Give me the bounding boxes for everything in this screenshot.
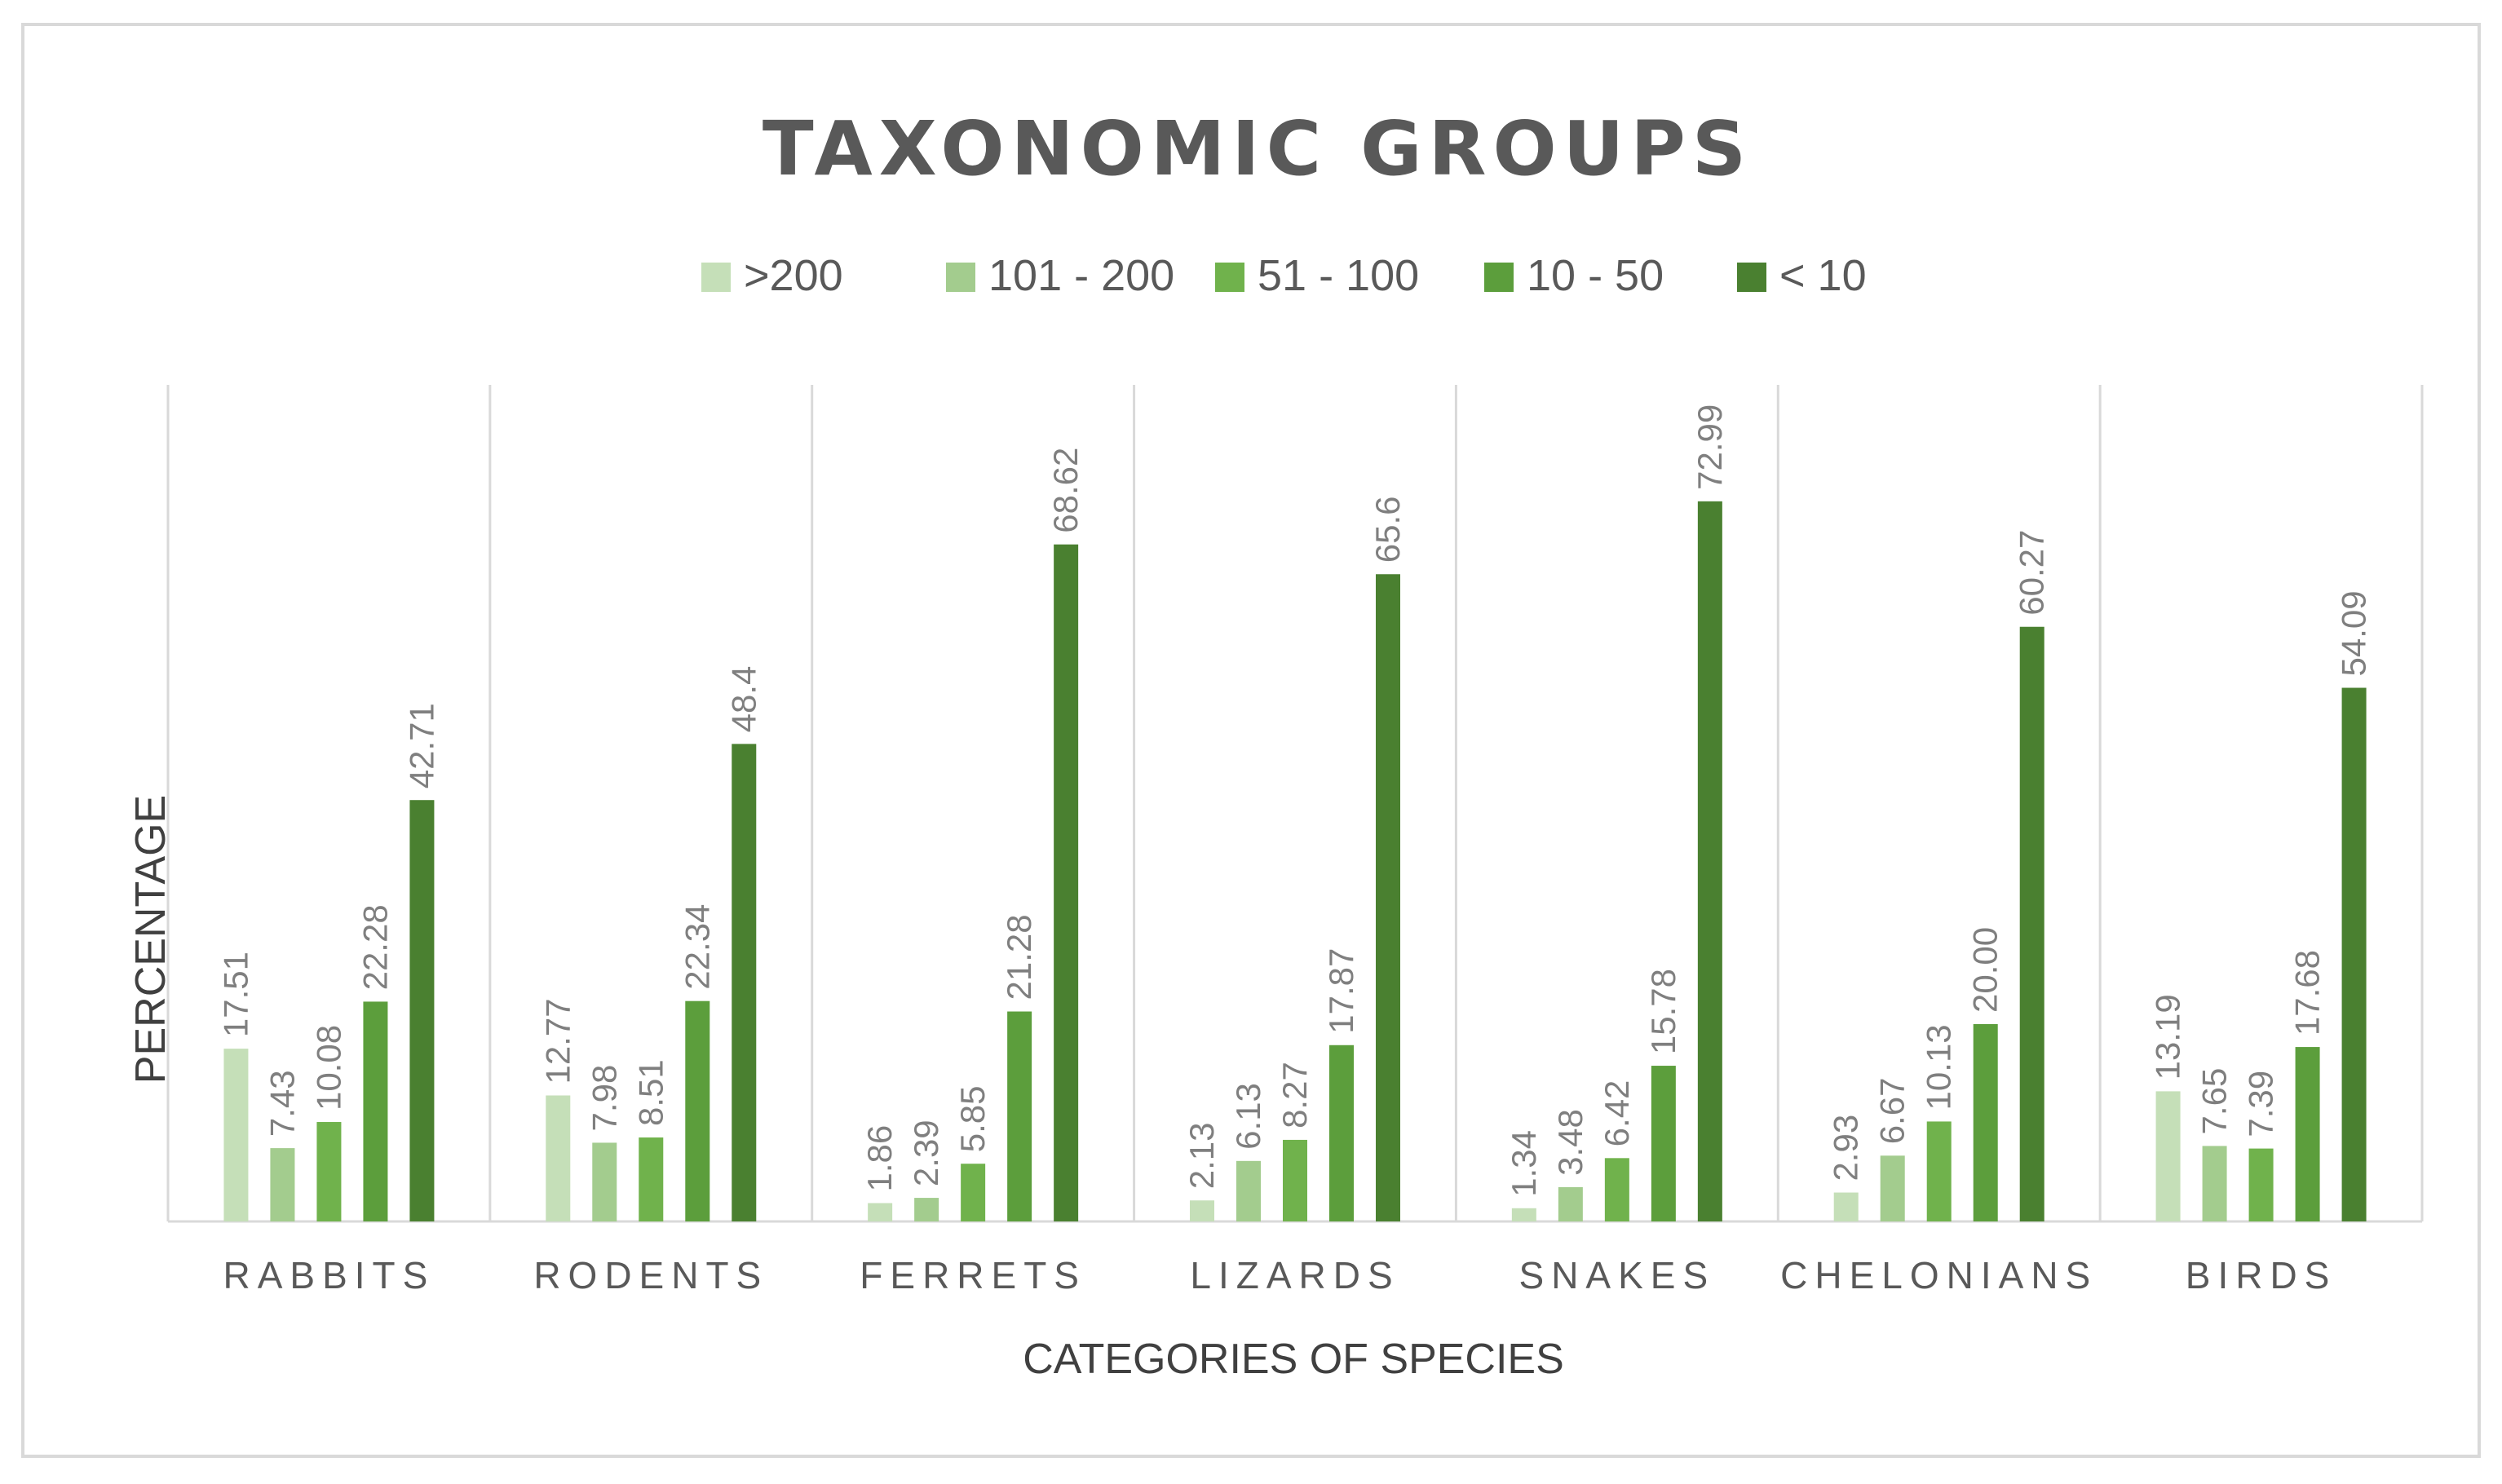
bar-rodents-series-2 xyxy=(592,1142,617,1221)
data-label: 2.39 xyxy=(907,1120,945,1186)
data-label: 48.4 xyxy=(724,666,763,733)
data-label: 68.62 xyxy=(1046,448,1085,533)
data-label: 7.39 xyxy=(2242,1071,2280,1137)
data-label: 1.34 xyxy=(1505,1130,1543,1197)
bar-ferrets-series-5 xyxy=(1054,544,1079,1221)
data-label: 6.13 xyxy=(1229,1083,1267,1150)
legend-label-4: 10 - 50 xyxy=(1527,251,1664,300)
category-label-birds: BIRDS xyxy=(2186,1254,2337,1296)
data-label: 2.93 xyxy=(1827,1115,1865,1181)
data-label: 65.6 xyxy=(1368,496,1407,563)
data-label: 5.85 xyxy=(953,1085,992,1152)
bar-snakes-series-1 xyxy=(1511,1208,1536,1221)
bar-rodents-series-3 xyxy=(639,1137,664,1221)
data-label: 13.19 xyxy=(2149,994,2187,1080)
bar-chelonians-series-1 xyxy=(1833,1192,1859,1221)
bar-rabbits-series-1 xyxy=(223,1049,249,1221)
legend-swatch-3 xyxy=(1215,263,1244,292)
data-label: 17.68 xyxy=(2288,950,2327,1036)
data-label: 10.08 xyxy=(309,1025,347,1111)
bar-lizards-series-4 xyxy=(1329,1045,1354,1221)
chart-frame: TAXONOMIC GROUPS >200 101 - 200 51 - 100 10… xyxy=(21,23,2481,1458)
bar-ferrets-series-3 xyxy=(961,1164,986,1221)
legend-swatch-1 xyxy=(701,263,731,292)
data-label: 3.48 xyxy=(1551,1109,1589,1176)
bar-rabbits-series-5 xyxy=(409,800,435,1221)
data-label: 22.34 xyxy=(678,904,716,990)
bar-ferrets-series-2 xyxy=(914,1198,939,1221)
bar-rodents-series-1 xyxy=(546,1095,571,1221)
y-axis-title: PERCENTAGE xyxy=(127,795,175,1084)
bar-lizards-series-5 xyxy=(1376,574,1400,1221)
bar-birds-series-5 xyxy=(2341,687,2367,1221)
data-label: 17.87 xyxy=(1322,948,1360,1034)
category-label-rodents: RODENTS xyxy=(533,1254,768,1296)
data-label: 8.27 xyxy=(1275,1062,1314,1128)
x-axis-title: CATEGORIES OF SPECIES xyxy=(1023,1336,1564,1383)
data-label: 10.13 xyxy=(1920,1024,1958,1110)
data-label: 42.71 xyxy=(402,703,440,788)
category-label-chelonians: CHELONIANS xyxy=(1780,1254,2098,1296)
bar-lizards-series-1 xyxy=(1190,1200,1214,1221)
legend-swatch-5 xyxy=(1737,263,1766,292)
bar-rabbits-series-3 xyxy=(316,1122,342,1221)
legend-label-1: >200 xyxy=(744,251,843,300)
bar-birds-series-2 xyxy=(2202,1146,2227,1221)
category-label-ferrets: FERRETS xyxy=(860,1254,1086,1296)
bar-snakes-series-5 xyxy=(1697,501,1722,1221)
data-label: 12.77 xyxy=(538,998,577,1084)
bar-chart: TAXONOMIC GROUPS >200 101 - 200 51 - 100 10… xyxy=(127,105,2424,1383)
bar-ferrets-series-4 xyxy=(1007,1011,1032,1221)
legend-swatch-2 xyxy=(946,263,975,292)
legend: >200 101 - 200 51 - 100 10 - 50 < 10 xyxy=(701,251,1867,300)
data-label: 54.09 xyxy=(2335,590,2373,676)
bar-birds-series-1 xyxy=(2155,1091,2181,1221)
legend-label-5: < 10 xyxy=(1779,251,1867,300)
data-label: 6.42 xyxy=(1598,1080,1636,1147)
bar-birds-series-4 xyxy=(2295,1047,2320,1221)
data-label: 22.28 xyxy=(356,904,394,990)
bar-rodents-series-4 xyxy=(685,1000,710,1221)
bar-birds-series-3 xyxy=(2248,1148,2274,1221)
bar-lizards-series-3 xyxy=(1283,1139,1307,1221)
data-label: 2.13 xyxy=(1182,1122,1221,1189)
bar-snakes-series-2 xyxy=(1558,1186,1583,1221)
category-label-snakes: SNAKES xyxy=(1519,1254,1716,1296)
legend-label-2: 101 - 200 xyxy=(988,251,1174,300)
data-label: 21.28 xyxy=(1000,914,1038,1000)
bar-ferrets-series-1 xyxy=(868,1203,893,1221)
data-label: 17.51 xyxy=(216,952,254,1037)
bar-chelonians-series-4 xyxy=(1973,1024,1998,1221)
bar-lizards-series-2 xyxy=(1236,1160,1261,1221)
data-label: 1.86 xyxy=(860,1125,899,1192)
data-label: 7.98 xyxy=(585,1065,623,1132)
bar-chelonians-series-3 xyxy=(1926,1121,1952,1221)
legend-label-3: 51 - 100 xyxy=(1258,251,1419,300)
bar-rabbits-series-4 xyxy=(363,1001,388,1221)
data-label: 20.00 xyxy=(1966,927,2005,1013)
bar-rodents-series-5 xyxy=(732,744,757,1221)
bar-snakes-series-3 xyxy=(1604,1158,1629,1221)
data-label: 8.51 xyxy=(631,1059,670,1126)
data-label: 7.43 xyxy=(263,1070,301,1137)
data-label: 6.67 xyxy=(1873,1078,1912,1145)
bar-chelonians-series-2 xyxy=(1880,1155,1905,1221)
bar-rabbits-series-2 xyxy=(270,1148,295,1221)
data-label: 60.27 xyxy=(2013,530,2051,616)
bar-snakes-series-4 xyxy=(1651,1066,1676,1221)
data-label: 72.99 xyxy=(1691,404,1729,490)
data-label: 15.78 xyxy=(1644,969,1682,1054)
category-label-rabbits: RABBITS xyxy=(223,1254,435,1296)
category-label-lizards: LIZARDS xyxy=(1190,1254,1399,1296)
data-label: 7.65 xyxy=(2195,1068,2234,1135)
legend-swatch-4 xyxy=(1484,263,1514,292)
chart-title: TAXONOMIC GROUPS xyxy=(763,105,1753,192)
bar-chelonians-series-5 xyxy=(2019,626,2044,1221)
